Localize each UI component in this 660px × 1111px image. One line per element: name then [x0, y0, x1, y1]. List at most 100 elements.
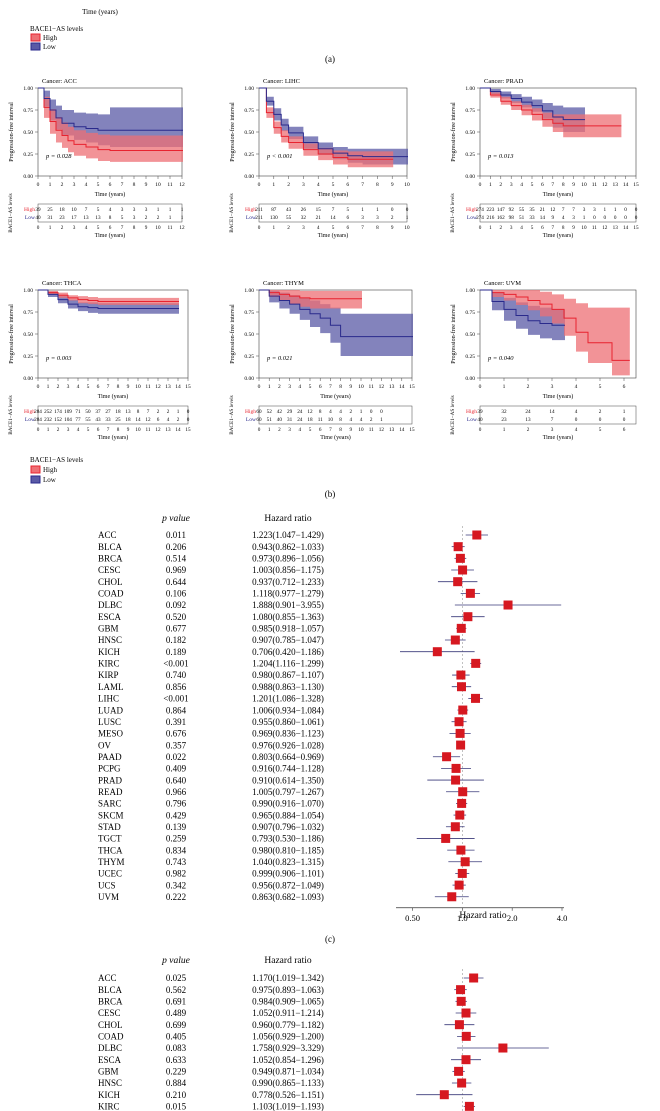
panel-b-legend-high-swatch [30, 465, 41, 474]
km-xtick-label: 10 [581, 182, 587, 188]
km-risk-high-value: 1 [361, 207, 364, 213]
km-xtick-label: 4 [77, 384, 80, 390]
km-ci-band-high [480, 88, 622, 138]
km-risk-low-value: 14 [330, 215, 336, 221]
km-risk-high-value: 1 [360, 409, 363, 415]
forest-hr-marker [432, 647, 442, 657]
forest-p-value: 0.743 [166, 857, 187, 867]
km-ytick-label: 0.00 [244, 376, 254, 382]
km-risk-xlabel: Time (years) [318, 232, 349, 239]
km-xlabel: Time (years) [543, 393, 574, 400]
forest-xtick-label: 2.0 [507, 913, 518, 923]
km-xtick-label: 14 [623, 182, 629, 188]
forest-cancer-name: CESC [98, 565, 121, 575]
km-ytick-label: 1.00 [244, 288, 254, 294]
km-risk-high-value: 10 [71, 207, 77, 213]
km-xtick-label: 8 [339, 384, 342, 390]
km-risk-high-value: 50 [85, 409, 91, 415]
km-risk-low-value: 43 [95, 417, 101, 423]
forest-hr-marker [469, 973, 479, 983]
forest-p-value: 0.429 [166, 810, 187, 820]
forest-hr-marker [461, 1055, 471, 1065]
km-risk-xtick-label: 5 [309, 427, 312, 433]
forest-cancer-name: KICH [98, 647, 120, 657]
forest-hr-marker [451, 763, 461, 773]
km-risk-low-value: 33 [105, 417, 111, 423]
km-xtick-label: 10 [404, 182, 410, 188]
forest-hr-text: 1.888(0.901−3.955) [252, 600, 324, 610]
km-risk-low-value: 18 [307, 417, 313, 423]
forest-hr-marker [458, 787, 468, 797]
forest-hr-marker [454, 717, 464, 727]
panel-c-col-hr: Hazard ratio [264, 514, 311, 524]
km-risk-low-value: 51 [267, 417, 273, 423]
km-xtick-label: 4 [298, 384, 301, 390]
forest-hr-text: 0.907(0.796−1.032) [252, 822, 324, 832]
km-risk-xtick-label: 0 [479, 225, 482, 231]
km-risk-high-value: 87 [271, 207, 277, 213]
forest-hr-text: 1.052(0.854−1.296) [252, 1055, 324, 1065]
forest-hr-text: 0.973(0.896−1.056) [252, 554, 324, 564]
km-risk-xtick-label: 8 [562, 225, 565, 231]
km-xtick-label: 9 [391, 182, 394, 188]
forest-p-value: 0.210 [166, 1090, 187, 1100]
km-risk-xtick-label: 6 [347, 225, 350, 231]
km-xtick-label: 10 [135, 384, 141, 390]
forest-p-value: 0.022 [166, 752, 186, 762]
km-risk-xtick-label: 7 [121, 225, 124, 231]
km-xtick-label: 11 [369, 384, 375, 390]
forest-cancer-name: ESCA [98, 1055, 122, 1065]
km-ylabel: Progression-free interval [450, 102, 457, 162]
km-curve-high [480, 87, 622, 127]
forest-cancer-name: HNSC [98, 1078, 122, 1088]
forest-hr-marker [464, 1101, 474, 1111]
km-pvalue: p = 0.021 [266, 355, 293, 362]
km-risk-low-value: 55 [286, 215, 292, 221]
km-xtick-label: 14 [175, 384, 181, 390]
km-ytick-label: 0.00 [465, 174, 475, 180]
forest-cancer-name: LUAD [98, 705, 123, 715]
forest-cancer-name: ACC [98, 530, 117, 540]
forest-p-value: 0.796 [166, 799, 187, 809]
km-risk-high-value: 3 [145, 207, 148, 213]
km-xtick-label: 15 [409, 384, 415, 390]
forest-p-value: 0.864 [166, 705, 187, 715]
km-risk-xtick-label: 0 [258, 225, 261, 231]
km-xtick-label: 13 [165, 384, 171, 390]
km-ytick-label: 0.50 [23, 332, 33, 338]
km-ytick-label: 0.75 [244, 108, 254, 114]
km-xlabel: Time (years) [95, 191, 126, 198]
km-risk-low-value: 13 [83, 215, 89, 221]
panel-c-col-p: p value [161, 514, 190, 524]
km-risk-low-value: 21 [316, 215, 322, 221]
km-risk-low-value: 40 [35, 215, 41, 221]
km-xtick-label: 2 [57, 384, 60, 390]
km-risk-high-value: 4 [575, 409, 578, 415]
km-risk-high-value: 39 [477, 409, 483, 415]
km-risk-low-value: 0 [604, 215, 607, 221]
forest-p-value: 0.856 [166, 682, 187, 692]
km-risk-high-value: 18 [59, 207, 65, 213]
km-risk-xtick-label: 6 [623, 427, 626, 433]
km-risk-high-value: 0 [391, 207, 394, 213]
km-risk-low-value: 31 [287, 417, 293, 423]
panel-c-label: (c) [325, 934, 335, 944]
km-curve-high [38, 87, 183, 151]
km-risk-low-value: 17 [71, 215, 77, 221]
km-risk-low-value: 33 [529, 215, 535, 221]
km-risk-table [479, 203, 637, 223]
km-curve-low [480, 87, 585, 121]
forest-hr-text: 0.990(0.865−1.133) [252, 1078, 324, 1088]
km-risk-low-value: 0 [623, 417, 626, 423]
km-risk-low-value: 14 [540, 215, 546, 221]
km-risk-xtick-label: 11 [168, 225, 173, 231]
forest-p-value: 0.083 [166, 1043, 187, 1053]
km-ytick-label: 0.00 [244, 174, 254, 180]
km-risk-xtick-label: 2 [500, 225, 503, 231]
km-risk-xtick-label: 10 [404, 225, 410, 231]
km-risk-low-value: 23 [59, 215, 65, 221]
km-risk-high-value: 2 [350, 409, 353, 415]
km-risk-xtick-label: 1 [268, 427, 271, 433]
forest-hr-marker [455, 728, 465, 738]
km-risk-low-value: 24 [297, 417, 303, 423]
